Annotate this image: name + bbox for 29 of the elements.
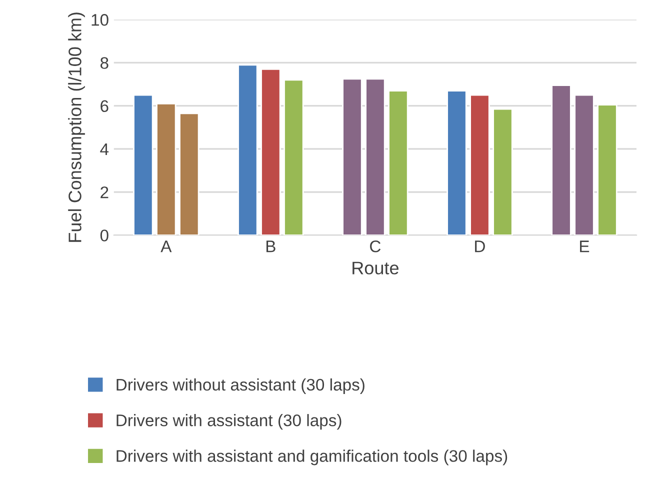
bar bbox=[446, 90, 467, 236]
y-tick-label: 0 bbox=[100, 230, 108, 242]
bar bbox=[156, 102, 176, 236]
bar bbox=[238, 64, 258, 236]
legend-label: Drivers with assistant (30 laps) bbox=[116, 414, 342, 430]
x-axis-title: Route bbox=[352, 262, 398, 274]
y-tick-label: 10 bbox=[92, 14, 108, 26]
x-tick-label: D bbox=[475, 240, 485, 252]
y-axis-title: Fuel Consumption (l/100 km) bbox=[68, 12, 85, 242]
legend-label: Drivers without assistant (30 laps) bbox=[116, 378, 364, 394]
x-tick-label: C bbox=[370, 240, 381, 252]
bar bbox=[574, 94, 594, 236]
y-tick-label: 2 bbox=[100, 186, 108, 198]
y-tick-label: 8 bbox=[100, 57, 108, 69]
bar bbox=[260, 68, 281, 236]
y-tick-label: 6 bbox=[100, 100, 108, 112]
x-tick-label: A bbox=[160, 240, 172, 252]
bar bbox=[365, 78, 386, 236]
bar bbox=[492, 108, 513, 236]
bar bbox=[284, 79, 304, 236]
bar bbox=[133, 94, 154, 236]
x-tick-label: E bbox=[580, 240, 590, 252]
bar bbox=[597, 104, 618, 236]
bar bbox=[179, 112, 200, 236]
x-tick-label: B bbox=[266, 240, 276, 252]
y-tick-label: 4 bbox=[100, 144, 109, 155]
legend-label: Drivers with assistant and gamification tools (30 laps) bbox=[116, 450, 508, 466]
bar bbox=[388, 90, 408, 236]
bar bbox=[470, 94, 490, 236]
